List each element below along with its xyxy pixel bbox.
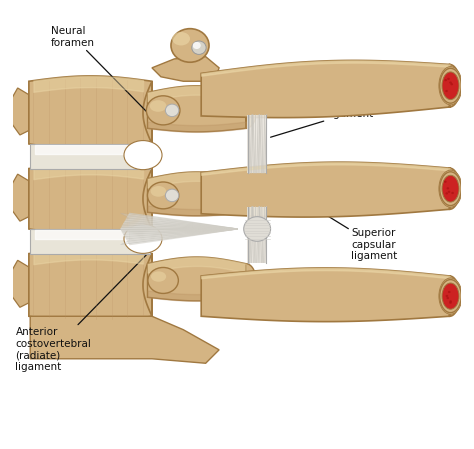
Polygon shape: [30, 229, 150, 254]
Ellipse shape: [443, 74, 458, 97]
Text: Neural
foramen: Neural foramen: [51, 26, 150, 115]
Ellipse shape: [124, 224, 162, 253]
Ellipse shape: [442, 72, 459, 100]
Ellipse shape: [446, 192, 448, 194]
Ellipse shape: [442, 175, 459, 202]
Ellipse shape: [192, 41, 206, 54]
Ellipse shape: [439, 66, 462, 105]
Polygon shape: [10, 174, 29, 221]
Ellipse shape: [172, 32, 190, 45]
Polygon shape: [29, 163, 152, 234]
Polygon shape: [30, 144, 150, 168]
Ellipse shape: [446, 295, 448, 297]
Ellipse shape: [447, 187, 449, 189]
Polygon shape: [247, 207, 267, 263]
Polygon shape: [247, 115, 267, 173]
Ellipse shape: [445, 90, 448, 92]
Ellipse shape: [449, 300, 452, 303]
Ellipse shape: [442, 283, 459, 309]
Polygon shape: [147, 172, 256, 216]
Ellipse shape: [151, 186, 166, 197]
Ellipse shape: [444, 79, 447, 81]
Ellipse shape: [124, 141, 162, 170]
Polygon shape: [29, 248, 152, 321]
Ellipse shape: [447, 78, 450, 80]
Ellipse shape: [165, 104, 179, 117]
Text: Anterior
costovertebral
(radiate)
ligament: Anterior costovertebral (radiate) ligame…: [16, 249, 152, 372]
Ellipse shape: [147, 182, 179, 209]
Ellipse shape: [447, 191, 450, 193]
Ellipse shape: [148, 268, 178, 294]
Polygon shape: [120, 213, 237, 245]
Ellipse shape: [244, 217, 271, 241]
Polygon shape: [152, 57, 219, 81]
Polygon shape: [201, 162, 460, 217]
Text: Intertransverse
ligament: Intertransverse ligament: [271, 97, 407, 137]
Ellipse shape: [439, 170, 462, 207]
Text: Superior
capsular
ligament: Superior capsular ligament: [320, 211, 397, 261]
Ellipse shape: [151, 271, 166, 282]
Polygon shape: [10, 88, 29, 135]
Ellipse shape: [448, 291, 451, 293]
Ellipse shape: [165, 189, 179, 202]
Polygon shape: [10, 260, 29, 307]
Ellipse shape: [443, 177, 458, 200]
Ellipse shape: [444, 180, 447, 183]
Ellipse shape: [146, 96, 180, 125]
Polygon shape: [147, 257, 256, 301]
Ellipse shape: [439, 278, 462, 314]
Ellipse shape: [150, 100, 166, 112]
Ellipse shape: [443, 285, 458, 307]
Ellipse shape: [449, 302, 452, 304]
Ellipse shape: [450, 83, 453, 85]
Ellipse shape: [451, 192, 454, 194]
Polygon shape: [147, 86, 257, 132]
Ellipse shape: [449, 81, 452, 84]
Ellipse shape: [171, 29, 209, 62]
Polygon shape: [201, 268, 460, 321]
Polygon shape: [30, 316, 219, 363]
Polygon shape: [29, 76, 152, 150]
Ellipse shape: [193, 42, 201, 49]
Polygon shape: [201, 60, 460, 118]
Ellipse shape: [447, 297, 449, 299]
